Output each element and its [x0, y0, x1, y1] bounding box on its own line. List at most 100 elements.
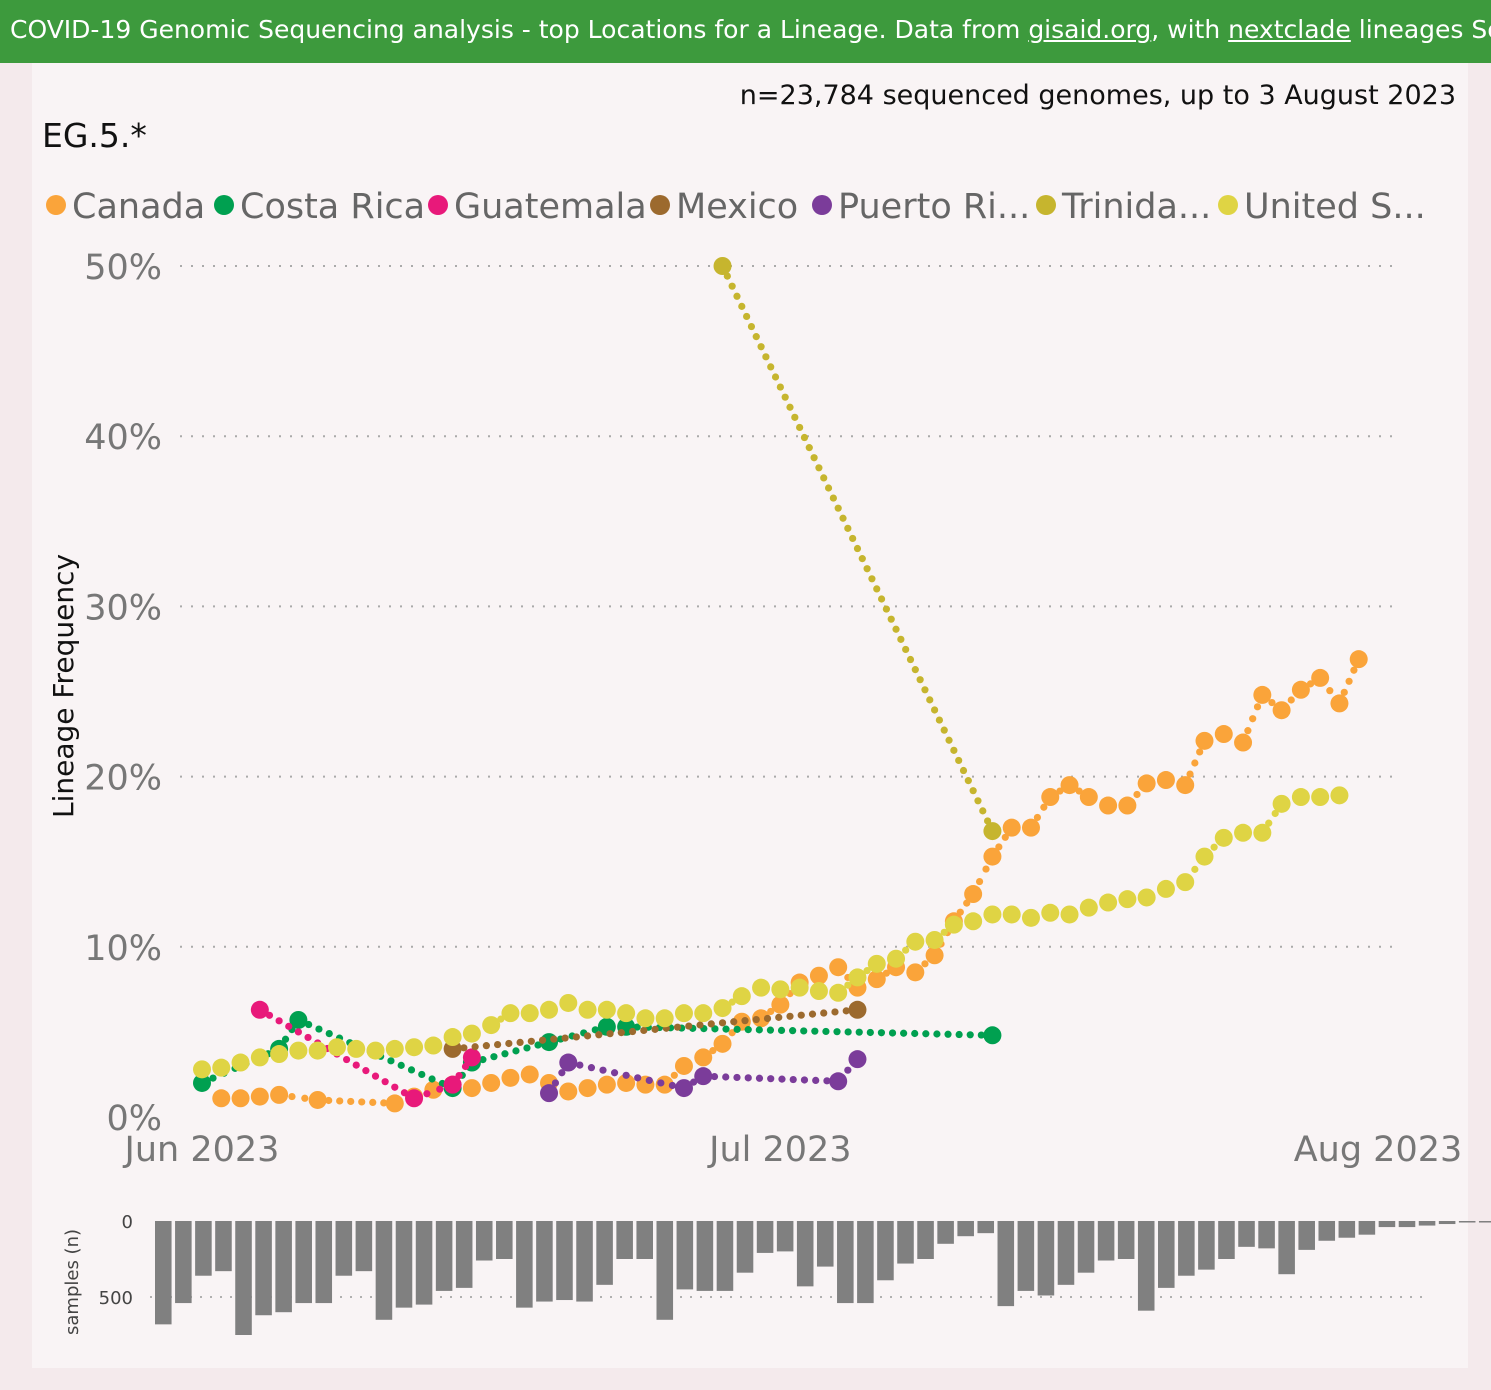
data-point[interactable] — [559, 1053, 578, 1072]
samples-bar[interactable] — [776, 1221, 794, 1252]
data-point[interactable] — [405, 1089, 424, 1108]
legend-label[interactable]: United S... — [1244, 187, 1426, 227]
data-point[interactable] — [1118, 796, 1137, 815]
data-point[interactable] — [1234, 733, 1253, 752]
data-point[interactable] — [867, 970, 886, 989]
data-point[interactable] — [983, 1026, 1002, 1045]
samples-bar[interactable] — [997, 1221, 1015, 1307]
data-point[interactable] — [887, 949, 906, 968]
samples-bar[interactable] — [1158, 1221, 1175, 1288]
data-point[interactable] — [1021, 908, 1040, 927]
samples-bar[interactable] — [1077, 1221, 1095, 1273]
data-point[interactable] — [462, 1024, 481, 1043]
data-point[interactable] — [270, 1085, 289, 1104]
data-point[interactable] — [1272, 701, 1291, 720]
samples-bar[interactable] — [1117, 1221, 1135, 1259]
data-point[interactable] — [559, 1082, 578, 1101]
samples-bar[interactable] — [556, 1221, 573, 1301]
samples-bar[interactable] — [796, 1221, 814, 1287]
data-point[interactable] — [1002, 905, 1021, 924]
data-point[interactable] — [713, 1034, 732, 1053]
samples-bar[interactable] — [917, 1221, 934, 1259]
data-point[interactable] — [597, 1075, 616, 1094]
data-point[interactable] — [482, 1073, 501, 1092]
legend-label[interactable]: Canada — [72, 187, 205, 227]
samples-bar[interactable] — [1438, 1221, 1456, 1225]
data-point[interactable] — [385, 1039, 404, 1058]
data-point[interactable] — [694, 1004, 713, 1023]
data-point[interactable] — [732, 987, 751, 1006]
legend-marker[interactable] — [1036, 195, 1056, 215]
samples-bar[interactable] — [295, 1221, 312, 1304]
data-point[interactable] — [655, 1009, 674, 1028]
samples-bar[interactable] — [1298, 1221, 1315, 1250]
legend-marker[interactable] — [812, 195, 832, 215]
data-point[interactable] — [193, 1073, 211, 1092]
data-point[interactable] — [462, 1079, 481, 1098]
data-point[interactable] — [809, 966, 828, 985]
samples-bar[interactable] — [897, 1221, 914, 1264]
data-point[interactable] — [289, 1010, 308, 1029]
legend-label[interactable]: Trinida... — [1061, 187, 1211, 227]
data-point[interactable] — [925, 946, 944, 965]
data-point[interactable] — [1253, 685, 1272, 704]
data-point[interactable] — [231, 1089, 250, 1108]
legend-label[interactable]: Guatemala — [454, 187, 647, 227]
data-point[interactable] — [559, 993, 578, 1012]
samples-bar[interactable] — [215, 1221, 232, 1272]
samples-bar[interactable] — [816, 1221, 834, 1267]
legend-label[interactable]: Mexico — [676, 187, 798, 227]
data-point[interactable] — [250, 1087, 269, 1106]
data-point[interactable] — [1214, 828, 1233, 847]
data-point[interactable] — [501, 1004, 520, 1023]
data-point[interactable] — [848, 968, 867, 987]
samples-bar[interactable] — [656, 1221, 674, 1320]
samples-bar[interactable] — [576, 1221, 593, 1302]
samples-bar[interactable] — [1097, 1221, 1115, 1261]
data-point[interactable] — [906, 932, 925, 951]
data-point[interactable] — [848, 1000, 867, 1019]
samples-bar[interactable] — [455, 1221, 473, 1288]
data-point[interactable] — [983, 822, 1002, 841]
samples-bar[interactable] — [155, 1221, 172, 1325]
data-point[interactable] — [617, 1004, 636, 1023]
samples-bar[interactable] — [1137, 1221, 1155, 1311]
legend-marker[interactable] — [428, 195, 448, 215]
data-point[interactable] — [1041, 788, 1060, 807]
data-point[interactable] — [1156, 879, 1175, 898]
samples-bar[interactable] — [977, 1221, 995, 1234]
samples-bar[interactable] — [255, 1221, 272, 1316]
data-point[interactable] — [1079, 898, 1098, 917]
data-point[interactable] — [829, 1072, 848, 1091]
data-point[interactable] — [983, 905, 1002, 924]
data-point[interactable] — [1118, 890, 1137, 909]
samples-bar[interactable] — [1318, 1221, 1336, 1241]
samples-bar[interactable] — [1338, 1221, 1356, 1238]
samples-bar[interactable] — [1458, 1221, 1476, 1223]
samples-bar[interactable] — [1178, 1221, 1195, 1276]
data-point[interactable] — [482, 1016, 501, 1035]
samples-bar[interactable] — [1418, 1221, 1436, 1226]
samples-bar[interactable] — [1218, 1221, 1235, 1259]
data-point[interactable] — [694, 1067, 713, 1086]
samples-bar[interactable] — [1258, 1221, 1275, 1249]
samples-bar[interactable] — [1238, 1221, 1255, 1247]
data-point[interactable] — [1311, 668, 1330, 687]
legend-marker[interactable] — [214, 195, 234, 215]
samples-bar[interactable] — [175, 1221, 192, 1304]
data-point[interactable] — [597, 1000, 616, 1019]
data-point[interactable] — [501, 1068, 520, 1087]
data-point[interactable] — [212, 1089, 231, 1108]
samples-bar[interactable] — [375, 1221, 393, 1320]
samples-bar[interactable] — [415, 1221, 433, 1305]
data-point[interactable] — [1330, 786, 1349, 805]
samples-bar[interactable] — [435, 1221, 453, 1291]
samples-bar[interactable] — [716, 1221, 734, 1291]
data-point[interactable] — [925, 930, 944, 949]
data-point[interactable] — [1137, 888, 1156, 907]
data-point[interactable] — [385, 1094, 404, 1113]
data-point[interactable] — [829, 983, 848, 1002]
data-point[interactable] — [231, 1053, 250, 1072]
data-point[interactable] — [520, 1065, 539, 1084]
data-point[interactable] — [540, 1000, 559, 1019]
